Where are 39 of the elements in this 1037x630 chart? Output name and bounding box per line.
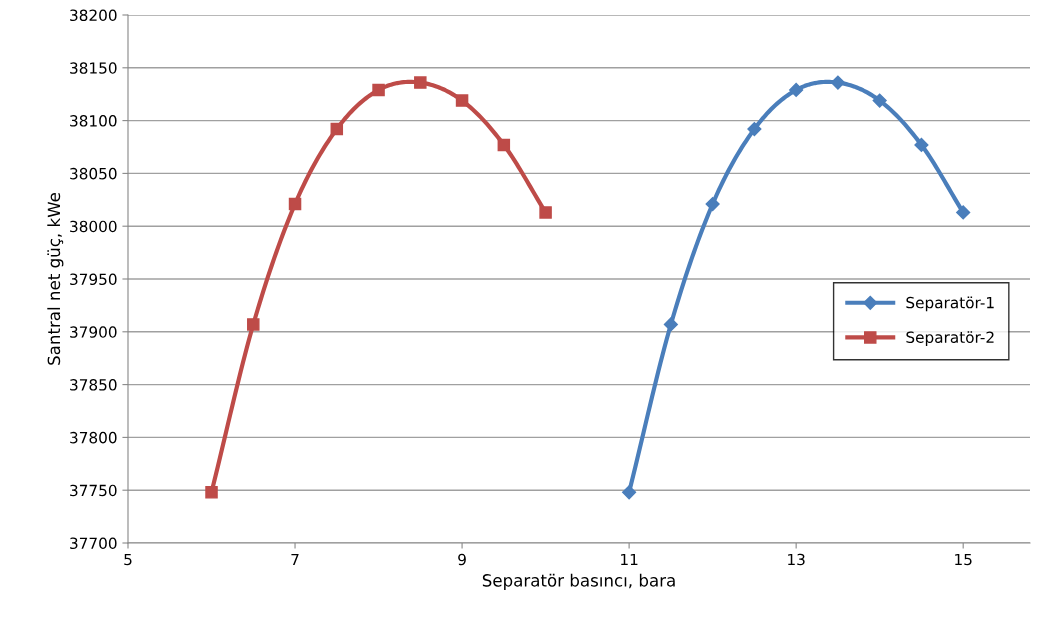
- x-tick-label: 9: [458, 553, 466, 566]
- x-tick-label: 7: [291, 553, 299, 566]
- legend-label: Separatör-2: [906, 331, 994, 346]
- point: [205, 486, 218, 499]
- legend-label: Separatör-1: [906, 296, 994, 312]
- y-tick-label: 38150: [70, 62, 117, 74]
- x-axis-title: Separatör basıncı, bara: [482, 573, 675, 590]
- y-tick-label: 38200: [70, 9, 117, 22]
- point: [330, 122, 344, 136]
- point: [414, 76, 427, 89]
- y-axis-title: Santral net güç, kWe: [47, 192, 64, 365]
- y-tick-label: 37800: [70, 431, 117, 444]
- point: [663, 317, 678, 332]
- point: [622, 485, 637, 500]
- y-tick-label: 37850: [70, 379, 117, 391]
- point: [705, 196, 720, 212]
- x-tick-label: 5: [124, 553, 132, 566]
- x-tick-label: 11: [621, 553, 638, 566]
- point: [497, 138, 511, 152]
- point: [830, 75, 845, 90]
- point: [914, 137, 929, 152]
- point: [372, 83, 385, 97]
- y-tick-label: 38000: [70, 220, 117, 233]
- point: [539, 206, 552, 219]
- y-tick-label: 38100: [70, 115, 117, 127]
- point: [747, 121, 762, 137]
- y-tick-label: 38050: [70, 167, 117, 180]
- point: [872, 93, 887, 108]
- point: [789, 82, 804, 98]
- y-tick-label: 37750: [70, 484, 117, 497]
- point: [247, 318, 260, 331]
- y-tick-label: 37700: [70, 537, 117, 550]
- point: [956, 205, 971, 220]
- point: [455, 94, 469, 107]
- y-tick-label: 37900: [70, 326, 117, 338]
- y-tick-label: 37950: [70, 273, 117, 286]
- x-tick-label: 13: [788, 553, 805, 566]
- x-tick-label: 15: [955, 553, 972, 566]
- point: [288, 197, 302, 211]
